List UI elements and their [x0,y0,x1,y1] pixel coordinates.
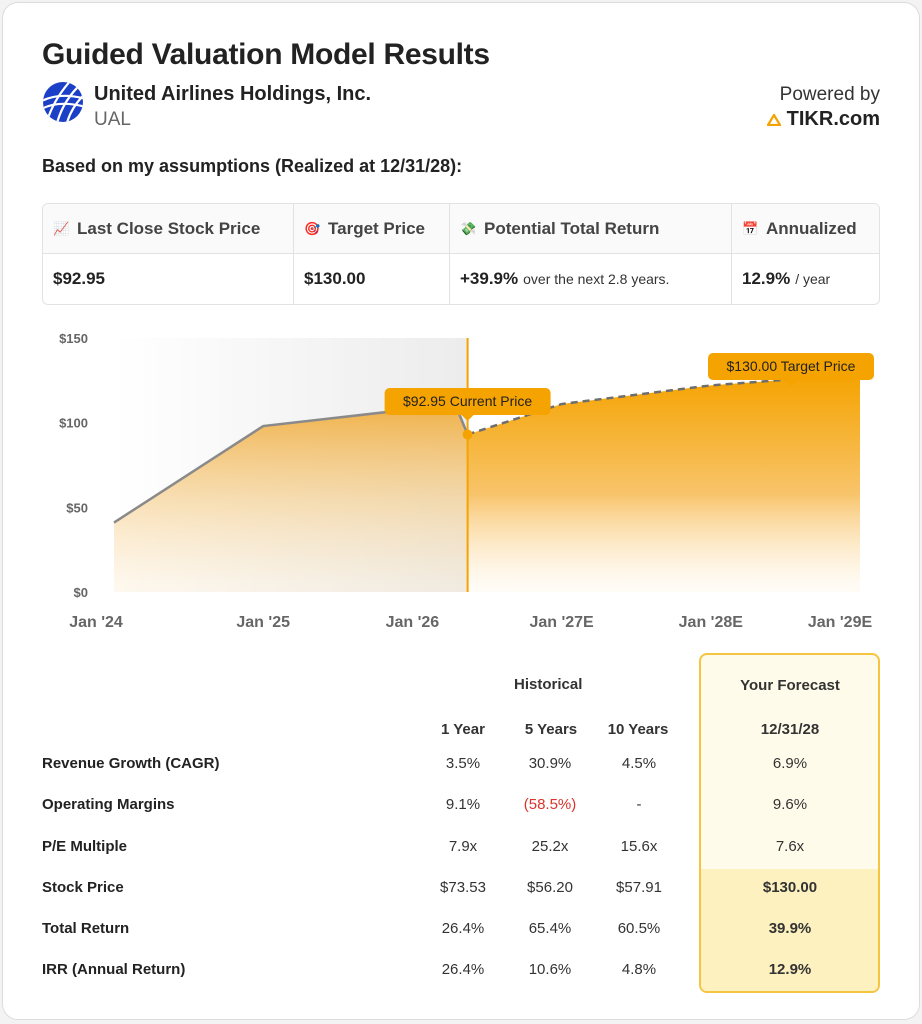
table-cell: 15.6x [620,838,658,855]
chart-up-icon: 📈 [53,220,70,236]
money-icon: 💸 [460,220,477,236]
col-forecast-date: 12/31/28 [760,721,820,738]
summary-col-target: 🎯 Target Price $130.00 [294,204,450,304]
summary-table: 📈 Last Close Stock Price $92.95 🎯 Target P… [42,203,880,305]
row-label: Operating Margins [42,796,175,813]
summary-label: Target Price [328,218,426,238]
table-cell: 30.9% [528,755,572,772]
forecast-cell: 7.6x [775,838,805,855]
target-price-label-box [708,353,874,380]
summary-suffix: over the next 2.8 years. [523,271,670,287]
summary-suffix: / year [795,271,831,287]
summary-label: Potential Total Return [484,218,660,238]
tikr-logo-icon [766,113,781,126]
current-price-label-pointer [461,415,474,421]
forecast-panel [699,653,880,993]
table-cell: (58.5%) [523,796,577,813]
summary-value: $92.95 [53,269,105,288]
table-cell: 65.4% [528,920,572,937]
target-price-label: $130.00 Target Price [727,358,856,374]
x-tick-label: Jan '27E [529,614,594,631]
table-cell: - [636,796,642,813]
united-globe-logo-icon [43,82,83,122]
company-name: United Airlines Holdings, Inc. [94,83,372,105]
col-1-year: 1 Year [441,721,485,738]
summary-value: 12.9% [742,269,791,288]
row-label: Stock Price [42,879,124,896]
forecast-cell: 12.9% [768,961,812,978]
table-cell: $57.91 [616,879,662,896]
table-cell: 4.8% [621,961,657,978]
target-price-label-pointer [785,380,797,386]
forecast-cell: 6.9% [772,755,808,772]
x-tick-label: Jan '29E [808,614,873,631]
forecast-area [467,375,860,592]
summary-value: +39.9% [460,269,519,288]
row-label: Revenue Growth (CAGR) [42,755,220,772]
row-label: Total Return [42,920,130,937]
col-10-years: 10 Years [607,721,669,738]
x-tick-label: Jan '26 [386,614,440,631]
y-tick-label: $50 [66,500,88,515]
col-5-years: 5 Years [524,721,578,738]
tikr-brand-label: TIKR.com [786,108,880,130]
summary-value: $130.00 [304,269,366,288]
current-price-dot [462,429,473,440]
table-cell: $73.53 [440,879,486,896]
x-tick-label: Jan '28E [679,614,744,631]
target-icon: 🎯 [304,220,321,236]
table-cell: 25.2x [531,838,569,855]
row-label: P/E Multiple [42,838,128,855]
table-cell: 26.4% [441,961,485,978]
y-tick-label: $100 [59,416,88,431]
tikr-brand[interactable]: TIKR.com [766,108,880,131]
assumptions-label: Based on my assumptions (Realized at 12/… [42,156,463,176]
table-cell: 10.6% [528,961,572,978]
powered-by-label: Powered by [779,84,880,105]
table-cell: 9.1% [445,796,481,813]
historical-header: Historical [514,676,583,693]
table-cell: 7.9x [448,838,478,855]
forecast-cell: $130.00 [762,879,818,896]
forecast-cell: 9.6% [772,796,808,813]
forecast-header: Your Forecast [740,677,840,694]
page-title: Guided Valuation Model Results [42,38,490,71]
summary-col-last-close: 📈 Last Close Stock Price $92.95 [43,204,294,304]
table-cell: 60.5% [617,920,661,937]
historical-area [114,409,468,592]
price-chart: $0 $50 $100 $150 $92.95 Current Price $130.00… [59,331,874,631]
summary-col-total-return: 💸 Potential Total Return +39.9% over the n… [450,204,732,304]
y-tick-label: $0 [74,585,88,600]
summary-col-annualized: 📅 Annualized 12.9% / year [732,204,879,304]
table-cell: $56.20 [527,879,573,896]
row-label: IRR (Annual Return) [42,961,186,978]
table-cell: 26.4% [441,920,485,937]
summary-label: Last Close Stock Price [77,218,261,238]
ticker-symbol: UAL [94,109,131,130]
calendar-icon: 📅 [742,220,759,236]
y-tick-label: $150 [59,331,88,346]
summary-label: Annualized [766,218,857,238]
table-cell: 3.5% [445,755,481,772]
current-price-label-box [384,388,551,415]
x-tick-label: Jan '25 [236,614,290,631]
forecast-cell: 39.9% [768,920,812,937]
x-tick-label: Jan '24 [69,614,123,631]
table-cell: 4.5% [621,755,657,772]
current-price-label: $92.95 Current Price [403,393,532,409]
